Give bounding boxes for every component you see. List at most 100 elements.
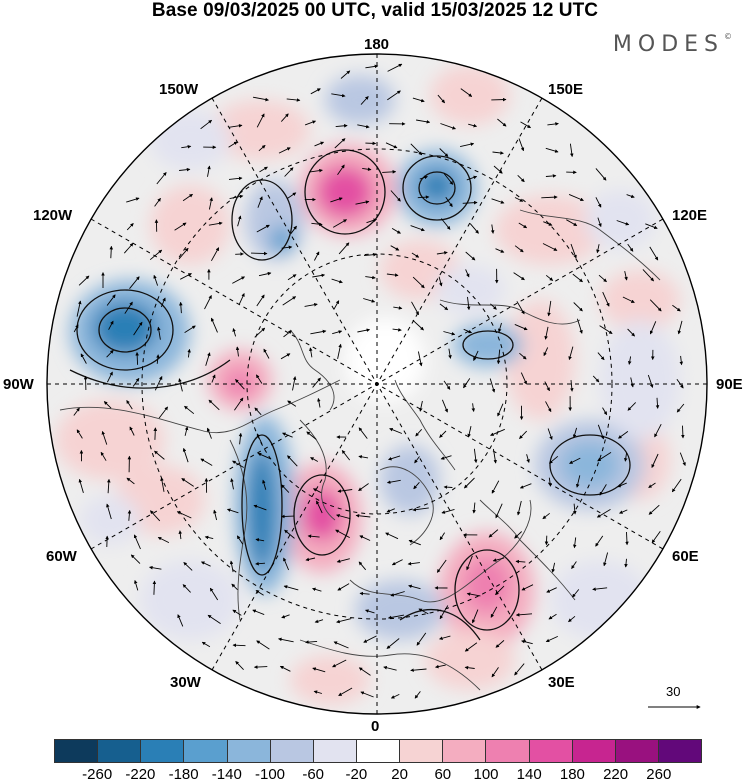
wind-vector bbox=[73, 407, 80, 416]
wind-vector bbox=[603, 552, 609, 567]
wind-vector bbox=[179, 273, 192, 280]
colorbar-swatch bbox=[615, 740, 659, 762]
wind-vector bbox=[309, 347, 313, 358]
wind-vector bbox=[417, 195, 430, 199]
wind-vector bbox=[210, 317, 218, 333]
wind-vector bbox=[518, 138, 525, 152]
brand-text: MODES bbox=[612, 32, 724, 57]
wind-vector bbox=[355, 513, 371, 518]
wind-vector bbox=[516, 301, 525, 315]
wind-vector bbox=[439, 430, 447, 438]
wind-vector bbox=[546, 587, 557, 593]
colorbar-swatch bbox=[184, 740, 228, 762]
wind-vector bbox=[286, 98, 301, 102]
wind-vector bbox=[519, 352, 527, 360]
lon-label-150w: 150W bbox=[159, 81, 199, 98]
wind-vector bbox=[441, 508, 455, 514]
wind-vector bbox=[568, 346, 574, 361]
wind-vector bbox=[386, 273, 399, 277]
wind-vector bbox=[492, 151, 504, 155]
wind-vector bbox=[211, 247, 220, 262]
wind-vector bbox=[359, 535, 371, 541]
wind-vector bbox=[521, 639, 533, 645]
wind-vector bbox=[439, 148, 449, 157]
wind-vector bbox=[385, 142, 398, 149]
wind-vector bbox=[129, 426, 135, 436]
wind-vector bbox=[208, 197, 213, 210]
wind-vector bbox=[231, 583, 238, 591]
wind-vector bbox=[103, 401, 112, 409]
wind-vector bbox=[386, 638, 400, 649]
colorbar-tick-label: -220 bbox=[125, 766, 156, 783]
wind-vector bbox=[229, 194, 244, 200]
wind-vector bbox=[363, 252, 377, 257]
wind-vector bbox=[496, 349, 501, 365]
wind-vector bbox=[495, 640, 505, 648]
wind-vector bbox=[436, 251, 448, 255]
wind-vector bbox=[312, 587, 322, 592]
wind-vector bbox=[489, 378, 496, 393]
wind-vector bbox=[332, 219, 348, 228]
wind-vector bbox=[336, 558, 350, 563]
wind-vector bbox=[133, 321, 143, 336]
wind-vector bbox=[336, 514, 351, 520]
wind-vector bbox=[235, 379, 245, 390]
wind-vector bbox=[437, 94, 445, 104]
wind-vector bbox=[182, 193, 193, 202]
wind-vector bbox=[252, 609, 265, 616]
colorbar-swatch bbox=[356, 740, 401, 762]
wind-vector bbox=[573, 503, 577, 515]
wind-vector bbox=[360, 96, 369, 105]
wind-vector bbox=[181, 144, 192, 149]
wind-vector bbox=[359, 591, 370, 596]
wind-vector bbox=[466, 555, 473, 571]
wind-vector bbox=[498, 322, 502, 333]
wind-vector bbox=[623, 452, 628, 462]
wind-vector bbox=[311, 222, 323, 227]
wind-vector bbox=[514, 663, 525, 676]
wind-vector bbox=[208, 221, 223, 226]
wind-vector bbox=[228, 176, 243, 181]
wind-vector bbox=[235, 346, 240, 357]
lon-label-120e: 120E bbox=[672, 207, 708, 224]
wind-vector bbox=[126, 222, 134, 231]
wind-vector bbox=[181, 478, 194, 487]
wind-vector bbox=[679, 452, 686, 467]
wind-vector bbox=[304, 120, 317, 126]
colorbar-swatch bbox=[313, 740, 357, 762]
wind-vector bbox=[415, 428, 423, 437]
wind-vector bbox=[256, 640, 270, 650]
wind-vector bbox=[545, 401, 552, 413]
wind-vector bbox=[466, 296, 471, 311]
wind-vector bbox=[153, 274, 159, 286]
wind-vector bbox=[154, 197, 161, 207]
wind-vector bbox=[76, 429, 83, 439]
wind-vector bbox=[157, 326, 161, 340]
colorbar-swatch bbox=[227, 740, 271, 762]
wind-vector bbox=[464, 665, 475, 670]
wind-vector bbox=[154, 375, 163, 391]
wind-vector bbox=[627, 356, 632, 365]
wind-vector bbox=[284, 167, 294, 177]
wind-vector bbox=[312, 377, 321, 388]
wind-vector bbox=[448, 348, 452, 359]
wind-vector bbox=[519, 483, 532, 489]
colorbar-tick-label: -60 bbox=[302, 766, 325, 783]
wind-vector bbox=[256, 294, 265, 307]
wind-vector bbox=[200, 458, 213, 466]
wind-vector bbox=[618, 431, 629, 439]
wind-vector bbox=[108, 320, 114, 330]
wind-vector bbox=[258, 271, 272, 277]
wind-vector bbox=[78, 275, 90, 286]
wind-vector bbox=[129, 276, 140, 289]
wind-vector bbox=[76, 300, 82, 317]
colorbar-tick-label: -100 bbox=[254, 766, 286, 783]
wind-vector bbox=[387, 63, 403, 72]
colorbar-tick-label: -140 bbox=[211, 766, 242, 783]
wind-vector bbox=[312, 488, 322, 494]
wind-vector bbox=[228, 123, 243, 128]
wind-vector bbox=[597, 217, 602, 228]
wind-vector bbox=[331, 278, 343, 284]
wind-vector bbox=[465, 251, 476, 261]
wind-vector bbox=[310, 88, 321, 95]
